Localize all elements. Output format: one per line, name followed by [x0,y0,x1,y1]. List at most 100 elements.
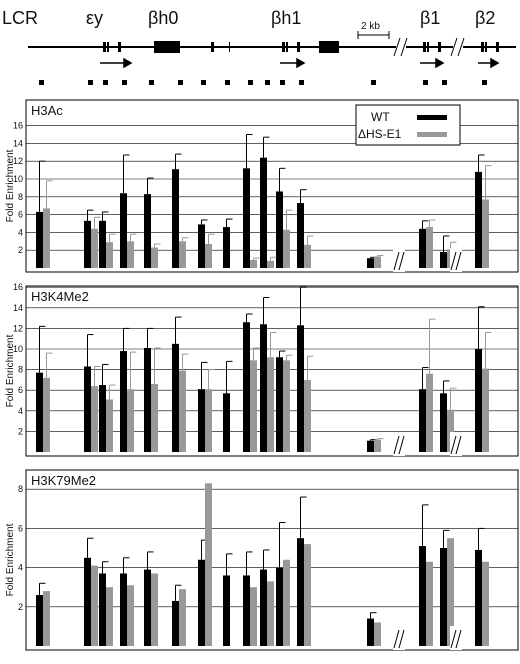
bar-h3k4me2-mutant-2 [106,399,113,452]
y-tick-h3k79me2-8: 8 [18,484,23,494]
bar-h3k4me2-mutant-5 [179,370,186,452]
bar-h3k79me2-wt-5 [172,600,179,646]
locus-map: LCR εy βh0 βh1 β1 β2 2 kb [2,8,516,85]
bar-h3k79me2-wt-14 [440,548,447,646]
locus-label-bh1: βh1 [271,8,301,28]
y-tick-h3k4me2-16: 16 [13,282,23,292]
legend-label-mutant: ΔHS-E1 [358,127,402,141]
bar-h3ac-mutant-4 [151,247,158,268]
y-tick-h3k4me2-8: 8 [18,365,23,375]
bar-h3k4me2-wt-15 [475,349,482,452]
bar-h3k79me2-mutant-14 [447,538,454,646]
bar-h3k79me2-mutant-11 [304,544,311,646]
bar-h3ac-wt-7 [223,227,230,268]
axis-break-locus-1 [393,37,408,57]
locus-label-b2: β2 [475,8,495,28]
bar-h3k79me2-wt-10 [276,567,283,646]
bar-h3ac-mutant-0 [43,208,50,268]
axis-break-h3ac-b [450,248,462,272]
bar-h3k79me2-mutant-15 [482,561,489,646]
bar-h3k4me2-wt-4 [144,347,151,452]
bar-h3ac-wt-5 [172,169,179,268]
bar-h3k79me2-wt-3 [120,573,127,646]
locus-label-bh0: βh0 [148,8,178,28]
y-tick-h3ac-12: 12 [13,156,23,166]
bar-h3k79me2-mutant-13 [426,561,433,646]
bar-h3ac-wt-3 [120,193,127,268]
bar-h3k4me2-wt-0 [36,372,43,452]
bar-h3ac-mutant-3 [127,241,134,268]
bar-h3k79me2-wt-6 [198,559,205,646]
bar-h3k79me2-wt-7 [223,575,230,646]
bar-h3k79me2-wt-2 [99,573,106,646]
bar-h3k4me2-mutant-12 [374,439,381,452]
bar-h3ac-mutant-5 [179,241,186,268]
axis-break-h3k79me2-b [450,626,462,650]
y-tick-h3ac-2: 2 [18,245,23,255]
bar-h3k4me2-wt-7 [223,393,230,452]
bar-h3k4me2-wt-3 [120,351,127,452]
bar-h3k79me2-wt-8 [243,575,250,646]
axis-break-h3k4me2-b [450,432,462,456]
amplicon-markers [39,80,487,85]
bar-h3ac-wt-6 [198,224,205,268]
bar-h3k4me2-wt-2 [99,385,106,452]
y-tick-h3ac-14: 14 [13,138,23,148]
bar-h3k4me2-mutant-3 [127,389,134,452]
axis-break-locus-2 [450,37,465,57]
bar-h3k4me2-wt-13 [419,389,426,452]
bar-h3k79me2-wt-15 [475,549,482,646]
bar-h3k4me2-mutant-9 [267,357,274,452]
y-tick-h3k4me2-10: 10 [13,344,23,354]
panel-h3k79me2: 2 4 6 8 H3K79Me2 Fold Enrichment [5,469,519,651]
bar-h3k79me2-mutant-9 [267,581,274,646]
locus-label-b1: β1 [420,8,440,28]
bar-h3k4me2-wt-11 [297,325,304,452]
y-axis-label-h3ac: Fold Enrichment [5,149,16,222]
bar-h3k4me2-wt-6 [198,389,205,452]
bar-h3ac-mutant-10 [283,229,290,268]
bar-h3ac-mutant-11 [304,244,311,268]
bar-h3k79me2-mutant-1 [91,565,98,646]
bar-h3k79me2-wt-4 [144,569,151,646]
bar-h3ac-mutant-9 [267,260,274,268]
bar-h3k4me2-wt-10 [276,357,283,452]
bar-h3k4me2-wt-1 [84,366,91,452]
plot-frame-h3ac [25,99,519,273]
bar-h3ac-wt-11 [297,203,304,268]
bar-h3k79me2-mutant-10 [283,559,290,646]
bar-h3ac-mutant-8 [250,259,257,268]
panel-h3k4me2: 2 4 6 8 10 12 14 16 H3K4Me2 Fold Enrichment [5,282,519,457]
bar-h3k4me2-mutant-8 [250,360,257,452]
plot-frame-h3k4me2 [25,285,519,457]
y-tick-h3k4me2-6: 6 [18,385,23,395]
y-tick-h3ac-16: 16 [13,121,23,131]
legend-label-wt: WT [371,110,390,124]
transcription-arrows [100,57,500,69]
y-tick-h3k79me2-2: 2 [18,602,23,612]
bar-h3k4me2-wt-12 [367,440,374,452]
bar-h3k79me2-mutant-8 [250,587,257,646]
bar-h3k4me2-mutant-10 [283,360,290,452]
y-axis-label-h3k79me2: Fold Enrichment [5,523,16,596]
bar-h3ac-mutant-6 [205,243,212,268]
bar-h3k4me2-mutant-15 [482,368,489,452]
bar-h3ac-wt-2 [99,220,106,268]
panel-h3ac: 2 4 6 8 10 12 14 16 H3Ac Fold Enrichment [5,99,519,273]
bar-h3k4me2-mutant-6 [205,389,212,452]
y-tick-h3ac-4: 4 [18,227,23,237]
bar-h3k79me2-wt-11 [297,538,304,646]
bar-h3ac-mutant-1 [91,228,98,268]
bar-h3ac-wt-13 [419,228,426,268]
bar-h3ac-mutant-12 [374,256,381,268]
panel-title-h3ac: H3Ac [31,103,63,118]
bar-h3k4me2-wt-14 [440,393,447,452]
bar-h3k4me2-mutant-1 [91,386,98,452]
y-tick-h3ac-10: 10 [13,174,23,184]
scale-bar-label: 2 kb [361,21,380,32]
plot-frame-h3k79me2 [25,469,519,651]
bar-h3k79me2-mutant-3 [127,585,134,646]
bar-h3k79me2-wt-13 [419,546,426,646]
exons [103,41,499,53]
